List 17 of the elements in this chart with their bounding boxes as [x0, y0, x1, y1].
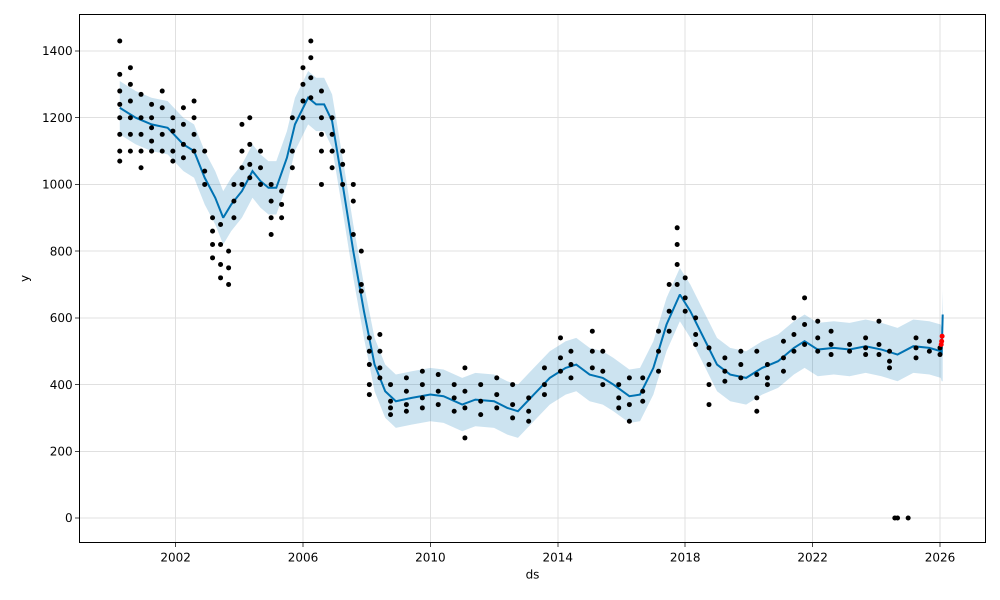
y-tick-label: 1000	[42, 178, 73, 192]
x-axis-title: ds	[526, 567, 540, 582]
y-axis-title: y	[17, 274, 32, 282]
x-tick-label: 2018	[670, 550, 700, 564]
y-tick-label: 1200	[42, 110, 73, 125]
y-tick-label: 1400	[42, 44, 73, 58]
x-tick-label: 2006	[288, 550, 318, 564]
y-tick-label: 800	[50, 244, 73, 258]
x-tick-label: 2022	[797, 550, 828, 564]
y-tick-label: 200	[50, 444, 73, 458]
y-tick-label: 600	[50, 311, 73, 326]
y-tick-label: 0	[64, 511, 73, 526]
x-tick-label: 2002	[160, 550, 191, 564]
y-tick-label: 400	[50, 378, 73, 392]
x-tick-label: 2014	[542, 550, 574, 564]
x-tick-label: 2010	[415, 550, 446, 564]
x-tick-label: 2026	[924, 550, 956, 564]
